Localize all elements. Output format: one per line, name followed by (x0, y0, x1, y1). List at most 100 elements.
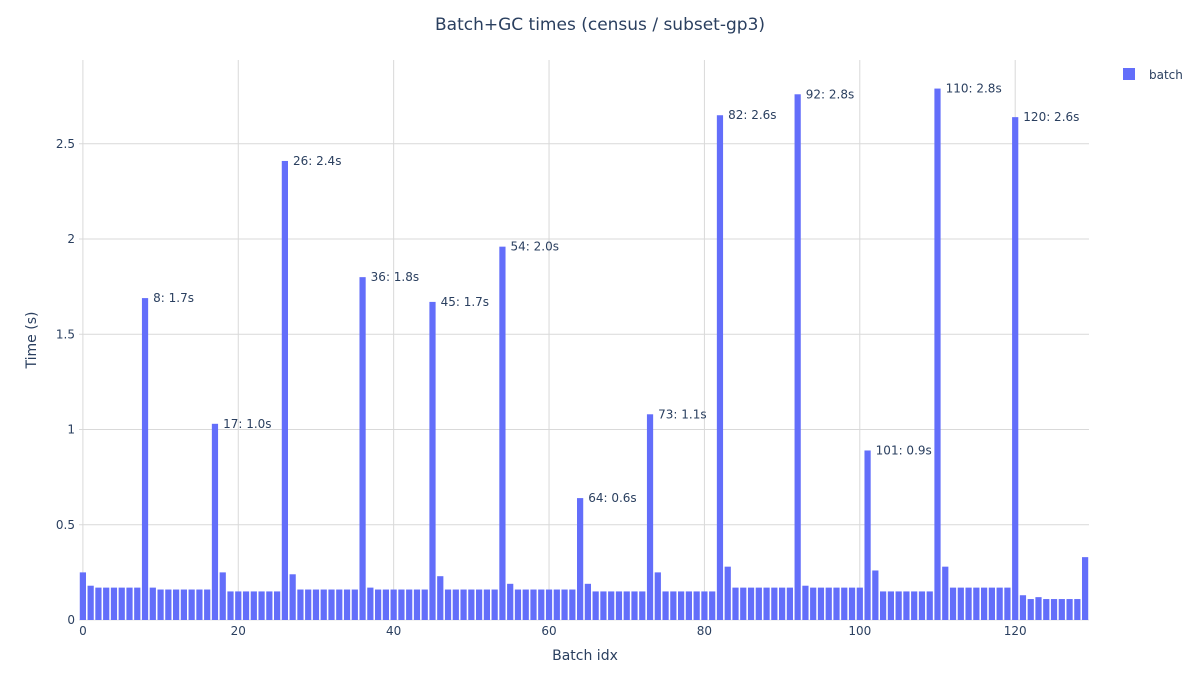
bar (1058, 599, 1065, 620)
bar (895, 591, 902, 620)
bar (297, 589, 304, 620)
bar (173, 589, 180, 620)
bar-annotation: 17: 1.0s (223, 417, 271, 431)
bar (794, 94, 801, 621)
bar (864, 450, 871, 620)
bar (1035, 597, 1042, 620)
legend[interactable]: batch (1123, 68, 1183, 82)
bar (413, 589, 421, 620)
bar (227, 591, 234, 620)
bar (747, 587, 755, 620)
bar (755, 587, 762, 620)
bar (763, 587, 770, 620)
bar (196, 589, 203, 620)
x-axis-ticks: 0 20 40 60 80 100 120 (79, 624, 1027, 638)
y-axis-ticks: 0 0.5 1 1.5 2 2.5 (56, 137, 75, 627)
bar (569, 589, 576, 620)
bar (305, 589, 312, 620)
bar (367, 587, 374, 620)
x-tick-label: 100 (848, 624, 871, 638)
bar-annotation: 101: 0.9s (876, 443, 932, 457)
bar (880, 591, 887, 620)
bar (988, 587, 995, 620)
bar (1043, 599, 1050, 620)
bar (266, 591, 273, 620)
bar-annotation: 45: 1.7s (441, 295, 489, 309)
bar (351, 589, 358, 620)
y-tick-label: 2 (67, 232, 75, 246)
bar (949, 587, 957, 620)
bar (942, 566, 949, 620)
bar-annotation: 64: 0.6s (588, 491, 636, 505)
bar (872, 570, 879, 620)
legend-swatch (1123, 68, 1135, 80)
y-tick-label: 0 (67, 613, 75, 627)
bar (336, 589, 343, 620)
bar (848, 587, 856, 620)
bar (716, 115, 724, 620)
x-tick-label: 80 (697, 624, 712, 638)
bar (592, 591, 599, 620)
bar (103, 587, 110, 620)
bar (685, 591, 692, 620)
bar (934, 88, 941, 621)
bar (654, 572, 661, 620)
bar-annotation: 82: 2.6s (728, 108, 776, 122)
bar (678, 591, 685, 620)
bar (157, 589, 164, 620)
bar (1082, 557, 1089, 620)
x-tick-label: 20 (231, 624, 246, 638)
bar (662, 591, 669, 620)
annotations: 8: 1.7s 17: 1.0s 26: 2.4s 36: 1.8s 45: 1.7s 5… (153, 82, 1079, 506)
bar (149, 587, 156, 620)
bar (670, 591, 677, 620)
legend-label: batch (1149, 68, 1183, 82)
bar (460, 589, 467, 620)
bar (1027, 599, 1034, 620)
bar (375, 589, 382, 620)
y-tick-label: 1 (67, 423, 75, 437)
bar (709, 591, 716, 620)
y-axis-title: Time (s) (24, 312, 40, 370)
bar (957, 587, 964, 620)
bar (242, 591, 250, 620)
bar (398, 589, 405, 620)
bar (538, 589, 545, 620)
x-axis-title: Batch idx (552, 648, 618, 664)
bar (973, 587, 980, 620)
bar (359, 277, 366, 620)
bar-annotation: 36: 1.8s (371, 270, 419, 284)
bar (639, 591, 646, 620)
chart-title: Batch+GC times (census / subset-gp3) (435, 15, 765, 35)
bar (771, 587, 778, 620)
y-tick-label: 0.5 (56, 518, 75, 532)
bar (693, 591, 700, 620)
bar (802, 585, 809, 620)
bar (1050, 599, 1058, 620)
bar (343, 589, 351, 620)
bar (841, 587, 848, 620)
bar (118, 587, 125, 620)
x-tick-label: 120 (1004, 624, 1027, 638)
bar (926, 591, 933, 620)
x-tick-label: 40 (386, 624, 401, 638)
bar (522, 589, 529, 620)
bar (1019, 595, 1027, 620)
bar (87, 585, 94, 620)
bar (856, 587, 863, 620)
bar (468, 589, 475, 620)
bar-annotation: 8: 1.7s (153, 291, 194, 305)
bar (600, 591, 607, 620)
bar-series (79, 88, 1089, 621)
bar (382, 589, 389, 620)
bar (740, 587, 747, 620)
y-tick-label: 2.5 (56, 137, 75, 151)
bar (903, 591, 910, 620)
bar (110, 587, 118, 620)
bar (833, 587, 840, 620)
bar-annotation: 73: 1.1s (658, 407, 706, 421)
bar (1074, 599, 1081, 620)
bar (507, 583, 514, 620)
bar (235, 591, 242, 620)
bar (545, 589, 553, 620)
